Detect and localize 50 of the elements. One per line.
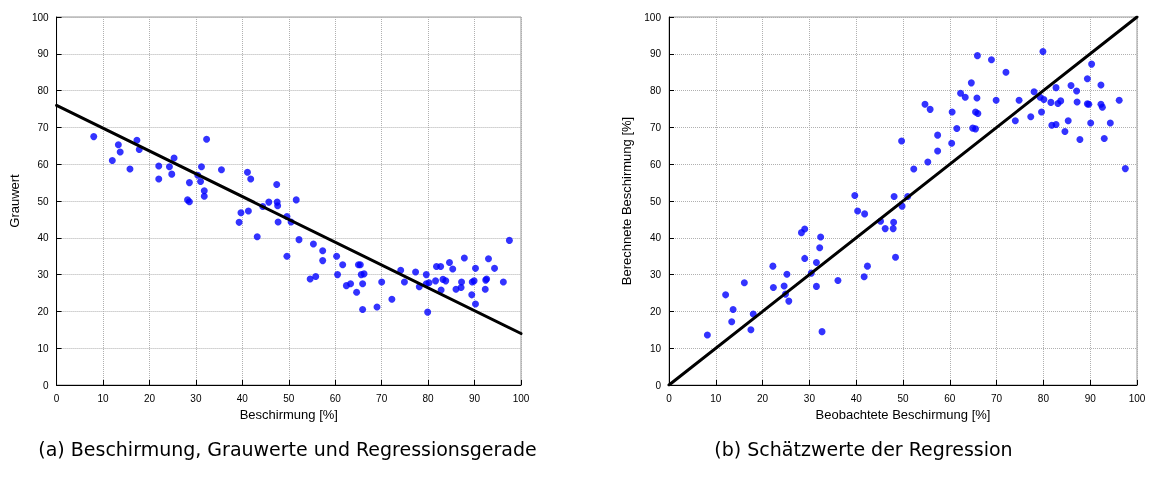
x-tick-label: 40 bbox=[236, 392, 249, 404]
x-tick-label: 50 bbox=[897, 392, 909, 404]
y-tick-label: 10 bbox=[37, 342, 50, 354]
x-tick-label: 90 bbox=[1084, 392, 1097, 404]
y-tick-label: 0 bbox=[655, 379, 662, 391]
y-axis-title: Berechnete Beschirmung [%] bbox=[619, 116, 635, 286]
x-axis-title: Beschirmung [%] bbox=[239, 406, 338, 422]
y-tick-label: 70 bbox=[649, 121, 662, 133]
x-tick-label: 0 bbox=[53, 392, 60, 404]
y-axis-title: Grauwert bbox=[7, 173, 22, 228]
y-tick-label: 50 bbox=[649, 195, 662, 207]
x-tick-label: 70 bbox=[991, 392, 1003, 404]
x-tick-label: 20 bbox=[757, 392, 769, 404]
y-tick-label: 0 bbox=[43, 379, 50, 391]
x-tick-label: 10 bbox=[97, 392, 110, 404]
x-tick-label: 50 bbox=[283, 392, 295, 404]
y-tick-label: 100 bbox=[31, 11, 50, 23]
x-tick-label: 0 bbox=[666, 392, 673, 404]
y-tick-label: 20 bbox=[649, 305, 662, 317]
x-tick-label: 70 bbox=[376, 392, 388, 404]
x-tick-label: 100 bbox=[512, 392, 530, 404]
x-tick-label: 60 bbox=[329, 392, 342, 404]
y-tick-label: 40 bbox=[649, 232, 662, 244]
y-tick-label: 80 bbox=[37, 85, 50, 97]
y-tick-label: 90 bbox=[649, 48, 662, 60]
y-tick-label: 60 bbox=[37, 158, 50, 170]
y-tick-label: 30 bbox=[37, 269, 50, 281]
x-tick-label: 60 bbox=[944, 392, 956, 404]
y-tick-label: 30 bbox=[649, 269, 662, 281]
y-tick-label: 90 bbox=[37, 48, 50, 60]
y-tick-label: 60 bbox=[649, 158, 662, 170]
x-axis-title: Beobachtete Beschirmung [%] bbox=[815, 406, 991, 422]
y-tick-label: 20 bbox=[37, 305, 50, 317]
x-tick-label: 80 bbox=[422, 392, 435, 404]
y-tick-label: 40 bbox=[37, 232, 50, 244]
x-tick-label: 90 bbox=[469, 392, 481, 404]
x-tick-label: 10 bbox=[710, 392, 722, 404]
text: (b) Schätzwerte der Regression bbox=[714, 437, 1013, 460]
x-tick-label: 20 bbox=[143, 392, 156, 404]
y-tick-label: 50 bbox=[37, 195, 50, 207]
y-tick-label: 100 bbox=[644, 11, 662, 23]
x-tick-label: 40 bbox=[850, 392, 863, 404]
x-tick-label: 30 bbox=[190, 392, 202, 404]
y-tick-label: 70 bbox=[37, 121, 50, 133]
x-tick-label: 30 bbox=[803, 392, 816, 404]
x-tick-label: 100 bbox=[1128, 392, 1146, 404]
y-tick-label: 10 bbox=[649, 342, 662, 354]
text: (a) Beschirmung, Grauwerte und Regressionsgerade bbox=[38, 437, 537, 460]
x-tick-label: 80 bbox=[1037, 392, 1050, 404]
y-tick-label: 80 bbox=[649, 85, 662, 97]
